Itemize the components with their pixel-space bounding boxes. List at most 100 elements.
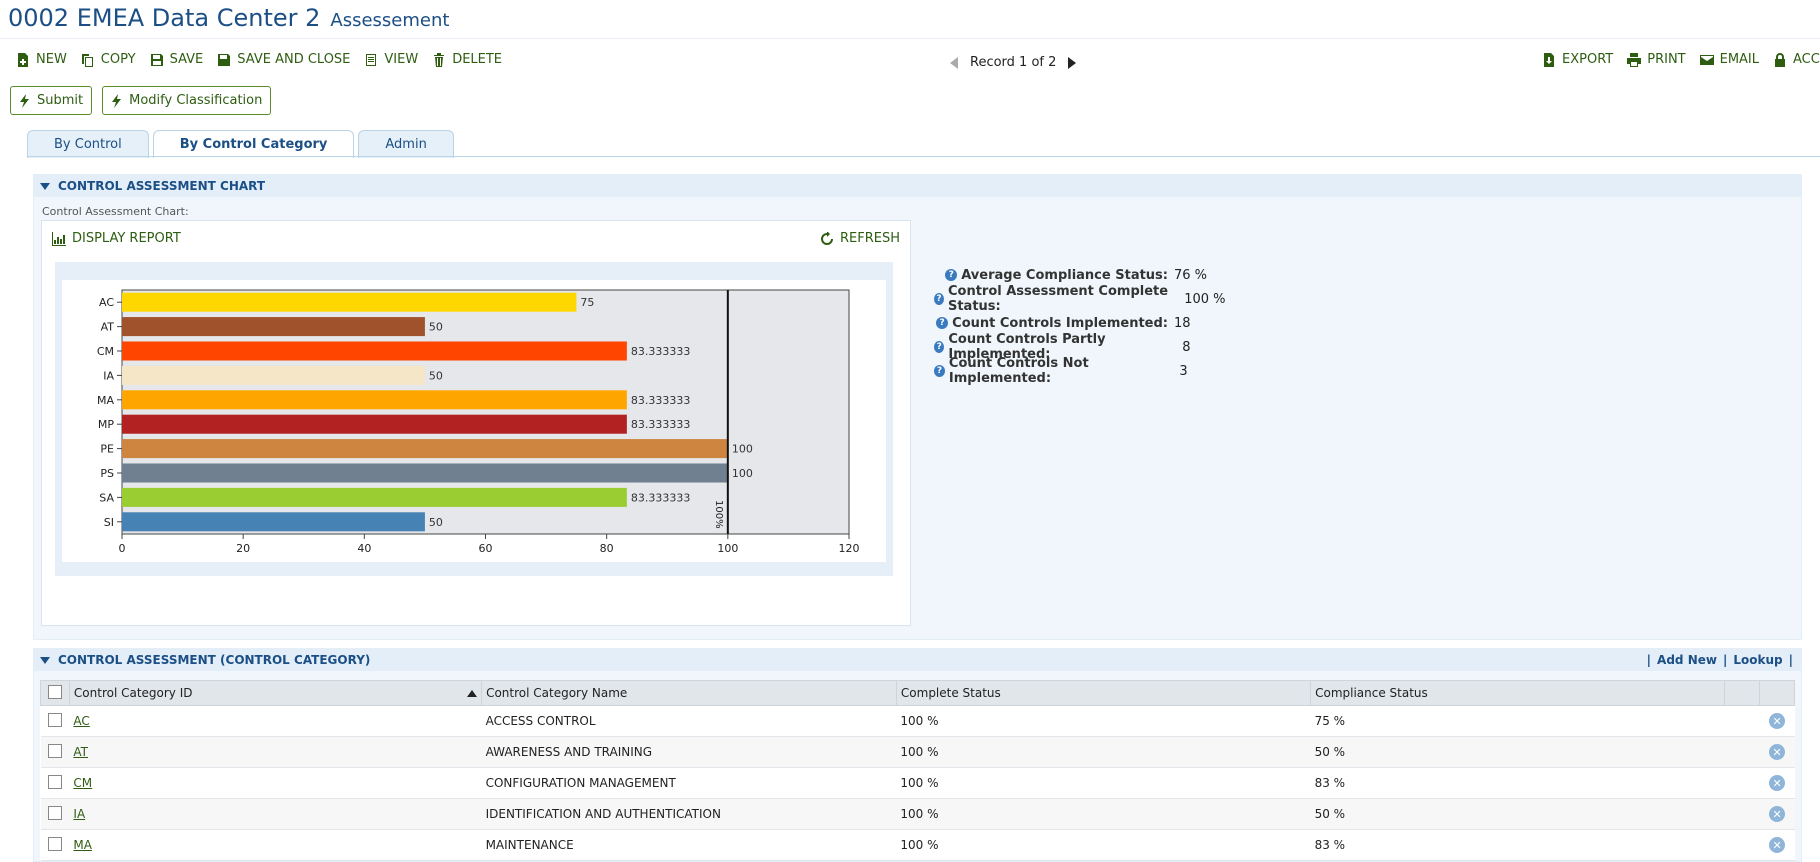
cell-id: AT [69,736,482,768]
column-header-id[interactable]: Control Category ID [68,680,483,706]
help-icon[interactable]: ? [933,365,945,377]
new-button[interactable]: NEW [16,52,67,67]
help-icon[interactable]: ? [934,293,944,305]
stat-label: Count Controls Implemented: [952,315,1168,331]
modify-classification-button[interactable]: Modify Classification [102,86,272,115]
data-label: 83.333333 [631,345,691,358]
sort-ascending-icon[interactable] [467,690,478,697]
export-button[interactable]: EXPORT [1542,52,1613,67]
bar [122,512,425,532]
print-button-label: PRINT [1647,52,1686,67]
stat-row: ? Count Controls Implemented: 18 [934,311,1234,335]
row-checkbox[interactable] [47,805,62,820]
row-checkbox[interactable] [47,836,62,851]
cell-name: MAINTENANCE [481,829,897,861]
column-header-name[interactable]: Control Category Name [481,680,897,706]
chart-canvas: AC 75 AT 50 CM 83.333333 IA 50 MA 83.333333 MP 83.3… [62,280,886,562]
save-and-close-button[interactable]: SAVE AND CLOSE [217,52,350,67]
previous-record-icon[interactable] [950,56,958,69]
stats-list: ? Average Compliance Status: 76 % ? Cont… [933,263,1234,386]
category-label: CM [97,345,114,358]
collapse-triangle-icon[interactable] [40,656,50,664]
category-label: IA [103,369,114,382]
printer-icon [1627,52,1642,67]
delete-button[interactable]: DELETE [432,52,502,67]
access-button[interactable]: ACCE [1773,52,1820,67]
category-label: PE [100,443,114,456]
row-checkbox[interactable] [47,712,62,727]
next-record-icon[interactable] [1068,56,1077,69]
bar [122,365,425,385]
copy-button[interactable]: COPY [81,52,136,67]
save-close-icon [218,53,231,66]
stat-label: Count Controls Partly Implemented: [948,332,1106,362]
row-select-cell [40,767,70,799]
table-row[interactable]: MA MAINTENANCE 100 % 83 % ✕ [40,829,1795,861]
copy-button-label: COPY [100,52,136,67]
delete-button-label: DELETE [452,52,503,67]
stat-value: 18 [1174,315,1191,331]
data-label: 83.333333 [631,491,691,504]
new-document-icon [18,52,28,67]
control-category-id-link[interactable]: MA [73,838,92,852]
refresh-button[interactable]: REFRESH [820,231,900,246]
control-category-id-link[interactable]: AC [73,714,90,728]
row-checkbox[interactable] [47,743,62,758]
table-row[interactable]: IA IDENTIFICATION AND AUTHENTICATION 100… [40,798,1795,830]
remove-row-icon[interactable]: ✕ [1769,713,1786,729]
print-button[interactable]: PRINT [1627,52,1686,67]
control-category-id-link[interactable]: IA [73,807,86,821]
cell-delete: ✕ [1759,829,1795,861]
submit-button[interactable]: Submit [10,86,93,115]
collapse-triangle-icon[interactable] [40,182,50,190]
chart-panel-header[interactable]: CONTROL ASSESSMENT CHART [34,175,1801,197]
stat-value: 76 % [1174,267,1208,283]
x-tick-label: 40 [357,542,371,555]
category-label: SI [104,516,114,529]
cell-blank [1724,767,1760,799]
remove-row-icon[interactable]: ✕ [1769,806,1786,822]
help-icon[interactable]: ? [945,269,958,281]
separator: | [1646,653,1652,667]
remove-row-icon[interactable]: ✕ [1769,837,1786,853]
page-title: 0002 EMEA Data Center 2 [8,4,321,32]
stat-value: 100 % [1184,291,1226,307]
bar [122,292,577,312]
tab-by-control-category[interactable]: By Control Category [152,130,355,158]
table-row[interactable]: AT AWARENESS AND TRAINING 100 % 50 % ✕ [40,736,1795,768]
row-checkbox[interactable] [47,774,62,789]
bar-chart: AC 75 AT 50 CM 83.333333 IA 50 MA 83.333333 MP 83.3… [97,289,860,555]
lightning-icon [20,93,29,108]
view-button[interactable]: VIEW [364,52,418,67]
help-icon[interactable]: ? [934,341,945,353]
bar [122,317,425,337]
remove-row-icon[interactable]: ✕ [1769,744,1786,760]
control-category-id-link[interactable]: AT [73,745,89,759]
column-header-compliance[interactable]: Compliance Status [1310,680,1726,706]
control-assessment-table-panel: CONTROL ASSESSMENT (CONTROL CATEGORY) | … [33,648,1802,862]
data-label: 75 [580,296,594,309]
cell-complete: 100 % [896,736,1311,768]
remove-row-icon[interactable]: ✕ [1769,775,1786,791]
tab-by-control[interactable]: By Control [27,130,149,158]
cell-complete: 100 % [896,767,1311,799]
email-button[interactable]: EMAIL [1699,52,1759,67]
control-category-id-link[interactable]: CM [73,776,93,790]
chart-box: DISPLAY REPORT REFRESH AC 75 AT 50 CM 83.3333… [41,220,911,626]
x-tick-label: 120 [839,542,860,555]
tab-admin[interactable]: Admin [358,130,454,158]
cell-name: CONFIGURATION MANAGEMENT [481,767,897,799]
tab-divider [27,156,1820,157]
table-row[interactable]: CM CONFIGURATION MANAGEMENT 100 % 83 % ✕ [40,767,1795,799]
x-tick-label: 20 [236,542,250,555]
help-icon[interactable]: ? [936,317,949,329]
cell-delete: ✕ [1759,798,1795,830]
lookup-link[interactable]: Lookup [1733,653,1783,667]
column-header-complete[interactable]: Complete Status [895,680,1312,706]
table-row[interactable]: AC ACCESS CONTROL 100 % 75 % ✕ [40,705,1795,737]
save-button[interactable]: SAVE [150,52,203,67]
select-all-checkbox[interactable] [47,684,62,699]
stat-row: ? Control Assessment Complete Status: 10… [934,284,1234,314]
display-report-button[interactable]: DISPLAY REPORT [52,231,181,246]
add-new-link[interactable]: Add New [1657,653,1717,667]
